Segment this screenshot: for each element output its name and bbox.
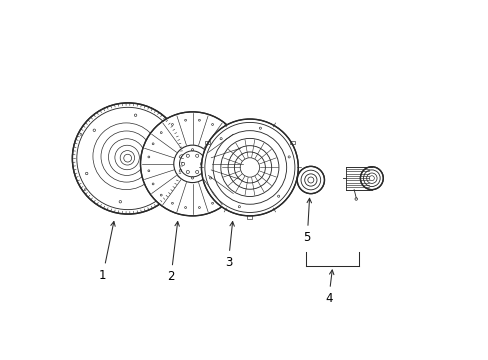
Circle shape bbox=[72, 103, 183, 214]
Bar bbox=[290, 141, 294, 144]
Circle shape bbox=[297, 166, 324, 194]
Circle shape bbox=[360, 167, 383, 190]
Text: 5: 5 bbox=[303, 198, 311, 244]
Text: 4: 4 bbox=[325, 270, 333, 305]
Text: 3: 3 bbox=[224, 221, 234, 269]
Text: 1: 1 bbox=[99, 221, 115, 282]
Circle shape bbox=[201, 119, 298, 216]
Circle shape bbox=[140, 112, 244, 216]
Bar bbox=[247, 215, 252, 219]
Text: 2: 2 bbox=[167, 221, 179, 283]
Bar bbox=[204, 141, 209, 144]
